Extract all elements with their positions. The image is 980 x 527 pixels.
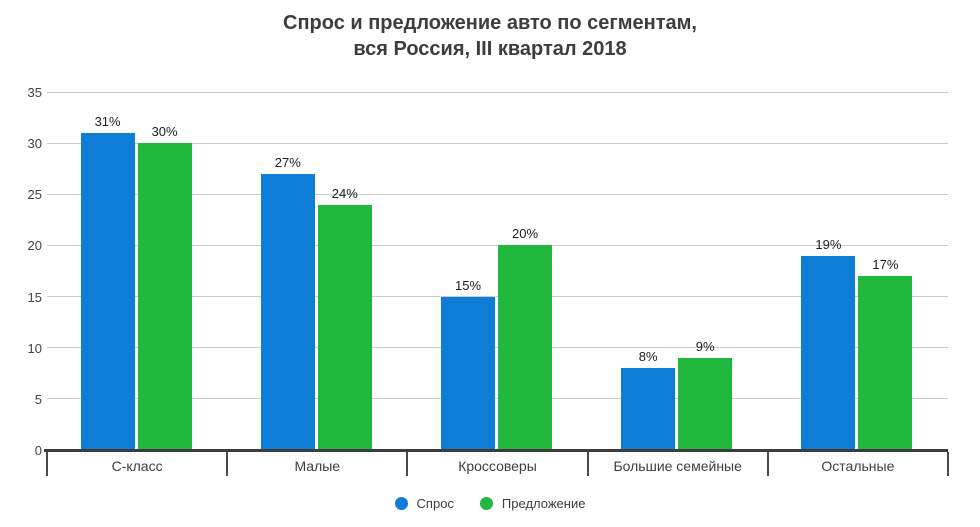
category-label: Малые <box>294 458 341 474</box>
x-axis-tick <box>226 452 229 476</box>
bar-demand <box>80 132 135 450</box>
y-axis-label: 0 <box>34 443 42 458</box>
bar-value-label: 24% <box>331 185 358 201</box>
x-axis-tick <box>947 452 949 476</box>
y-axis-label: 35 <box>27 85 42 100</box>
grid-line <box>47 244 948 246</box>
category-label: Остальные <box>821 458 895 474</box>
grid-line <box>47 347 948 349</box>
bar-demand <box>441 296 495 450</box>
x-axis-tick <box>586 452 589 476</box>
grid-line <box>47 193 948 195</box>
bar-supply <box>317 204 372 450</box>
y-axis-label: 5 <box>34 391 42 407</box>
bar-supply <box>137 143 192 450</box>
bar-demand <box>801 255 856 450</box>
category-label: Кроссоверы <box>458 458 537 474</box>
bar-value-label: 9% <box>695 338 715 354</box>
y-axis-label: 10 <box>27 340 42 356</box>
legend-swatch-icon <box>479 497 493 510</box>
y-axis-label: 25 <box>27 187 42 203</box>
grid-line <box>47 142 948 144</box>
grid-line <box>47 296 948 298</box>
category-label: Большие семейные <box>613 458 742 474</box>
chart-title: Спрос и предложение авто по сегментам, в… <box>0 10 980 62</box>
bar-value-label: 30% <box>151 124 178 140</box>
x-axis-tick <box>46 452 48 476</box>
bar-value-label: 19% <box>815 236 842 252</box>
bar-supply <box>858 276 913 450</box>
x-axis-tick <box>766 452 769 476</box>
bar-value-label: 31% <box>94 113 121 129</box>
chart-title-line-1: Спрос и предложение авто по сегментам, <box>283 12 697 34</box>
x-axis-line <box>44 449 948 452</box>
y-axis-label: 20 <box>27 238 42 254</box>
bar-supply <box>498 245 552 450</box>
bar-value-label: 20% <box>511 226 539 242</box>
bar-value-label: 15% <box>454 277 482 293</box>
chart-legend: Спрос Предложение <box>0 496 980 511</box>
legend-item: Предложение <box>479 496 586 511</box>
bar-value-label: 8% <box>638 349 658 365</box>
bar-demand <box>621 368 676 450</box>
bar-value-label: 27% <box>274 154 301 170</box>
legend-label: Спрос <box>416 496 454 511</box>
chart-title-line-2: вся Россия, III квартал 2018 <box>353 38 627 60</box>
legend-item: Спрос <box>394 496 454 511</box>
grid-line <box>47 91 948 93</box>
bar-demand <box>260 173 315 450</box>
category-label: С-класс <box>111 458 163 474</box>
bar-value-label: 17% <box>872 257 899 273</box>
grid-line <box>47 398 948 400</box>
x-axis-tick <box>406 452 409 476</box>
y-axis-label: 30 <box>27 136 42 152</box>
bar-supply <box>678 357 733 450</box>
legend-label: Предложение <box>501 496 586 511</box>
legend-swatch-icon <box>394 497 408 510</box>
y-axis-label: 15 <box>27 289 42 305</box>
